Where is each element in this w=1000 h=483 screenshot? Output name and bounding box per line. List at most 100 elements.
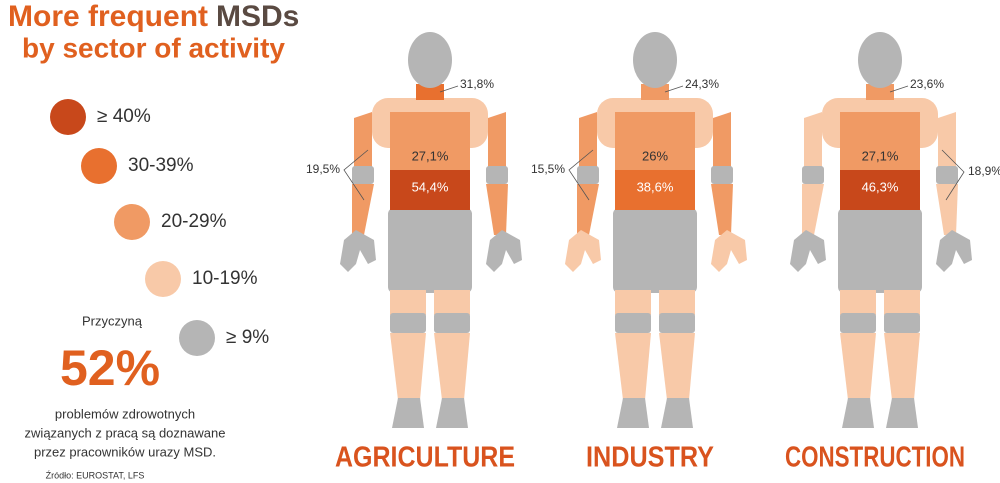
calf bbox=[615, 333, 651, 400]
foot bbox=[842, 398, 874, 428]
arms-label: 18,9% bbox=[968, 164, 1000, 178]
upper-back-label: 26% bbox=[642, 148, 668, 163]
elbow bbox=[352, 166, 374, 184]
lower-back-label: 46,3% bbox=[862, 179, 899, 194]
forearm bbox=[352, 184, 374, 235]
source: Źródło: EUROSTAT, LFS bbox=[46, 470, 145, 480]
neck bbox=[641, 84, 669, 100]
knee bbox=[884, 313, 920, 333]
elbow bbox=[802, 166, 824, 184]
lower-back-label: 38,6% bbox=[637, 179, 674, 194]
head bbox=[858, 32, 902, 88]
legend-label: ≥ 40% bbox=[97, 106, 151, 127]
elbow bbox=[577, 166, 599, 184]
hand bbox=[565, 230, 601, 272]
hips bbox=[613, 208, 697, 293]
calf bbox=[390, 333, 426, 400]
foot bbox=[392, 398, 424, 428]
lower-back bbox=[390, 170, 470, 210]
hips bbox=[388, 208, 472, 293]
foot bbox=[436, 398, 468, 428]
leader-line bbox=[343, 149, 369, 201]
upper-back-label: 27,1% bbox=[862, 148, 899, 163]
hand bbox=[340, 230, 376, 272]
thigh bbox=[884, 290, 920, 315]
knee bbox=[615, 313, 651, 333]
leader-line bbox=[664, 85, 684, 93]
hand bbox=[790, 230, 826, 272]
upper-back-label: 27,1% bbox=[412, 148, 449, 163]
upper-arm bbox=[938, 112, 956, 168]
calf bbox=[659, 333, 695, 400]
upper-arm bbox=[579, 112, 597, 168]
upper-arm bbox=[713, 112, 731, 168]
title: More frequent MSDs bbox=[8, 0, 299, 33]
leader-line bbox=[889, 85, 909, 93]
neck bbox=[416, 84, 444, 100]
lower-back bbox=[615, 170, 695, 210]
knee bbox=[390, 313, 426, 333]
title-part: More frequent bbox=[8, 0, 208, 33]
upper-back bbox=[390, 112, 470, 172]
leader-line bbox=[941, 149, 965, 201]
elbow bbox=[486, 166, 508, 184]
calf bbox=[434, 333, 470, 400]
hips bbox=[838, 208, 922, 293]
forearm bbox=[936, 184, 958, 235]
neck-label: 31,8% bbox=[460, 77, 494, 91]
foot bbox=[661, 398, 693, 428]
lower-back bbox=[840, 170, 920, 210]
neck-label: 24,3% bbox=[685, 77, 719, 91]
calf bbox=[884, 333, 920, 400]
arms-label: 19,5% bbox=[306, 162, 340, 176]
leader-line bbox=[439, 85, 459, 93]
head bbox=[408, 32, 452, 88]
upper-arm bbox=[804, 112, 822, 168]
elbow bbox=[936, 166, 958, 184]
subtitle: by sector of activity bbox=[22, 32, 285, 63]
thigh bbox=[659, 290, 695, 315]
forearm bbox=[711, 184, 733, 235]
upper-arm bbox=[488, 112, 506, 168]
forearm bbox=[802, 184, 824, 235]
hand bbox=[936, 230, 972, 272]
legend-label: ≥ 9% bbox=[226, 327, 269, 348]
elbow bbox=[711, 166, 733, 184]
note-intro: Przyczyną bbox=[82, 313, 143, 328]
foot bbox=[886, 398, 918, 428]
upper-arm bbox=[354, 112, 372, 168]
legend-swatch bbox=[81, 148, 117, 184]
thigh bbox=[840, 290, 876, 315]
sector-name: CONSTRUCTION bbox=[785, 442, 965, 474]
note-line: problemów zdrowotnych bbox=[55, 406, 195, 421]
thigh bbox=[615, 290, 651, 315]
legend-label: 10-19% bbox=[192, 268, 258, 289]
forearm bbox=[486, 184, 508, 235]
knee bbox=[659, 313, 695, 333]
foot bbox=[617, 398, 649, 428]
calf bbox=[840, 333, 876, 400]
neck bbox=[866, 84, 894, 100]
note-line: związanych z pracą są doznawane bbox=[25, 425, 226, 440]
leader-line bbox=[568, 149, 594, 201]
legend-swatch bbox=[114, 204, 150, 240]
legend-swatch bbox=[145, 261, 181, 297]
thigh bbox=[434, 290, 470, 315]
upper-back bbox=[615, 112, 695, 172]
legend-swatch bbox=[179, 320, 215, 356]
hand bbox=[486, 230, 522, 272]
note-figure: 52% bbox=[60, 340, 160, 396]
upper-back bbox=[840, 112, 920, 172]
forearm bbox=[577, 184, 599, 235]
sector-name: AGRICULTURE bbox=[335, 442, 515, 474]
sector-name: INDUSTRY bbox=[586, 442, 714, 474]
legend-swatch bbox=[50, 99, 86, 135]
arms-label: 15,5% bbox=[531, 162, 565, 176]
knee bbox=[840, 313, 876, 333]
hand bbox=[711, 230, 747, 272]
note-line: przez pracowników urazy MSD. bbox=[34, 444, 216, 459]
thigh bbox=[390, 290, 426, 315]
knee bbox=[434, 313, 470, 333]
